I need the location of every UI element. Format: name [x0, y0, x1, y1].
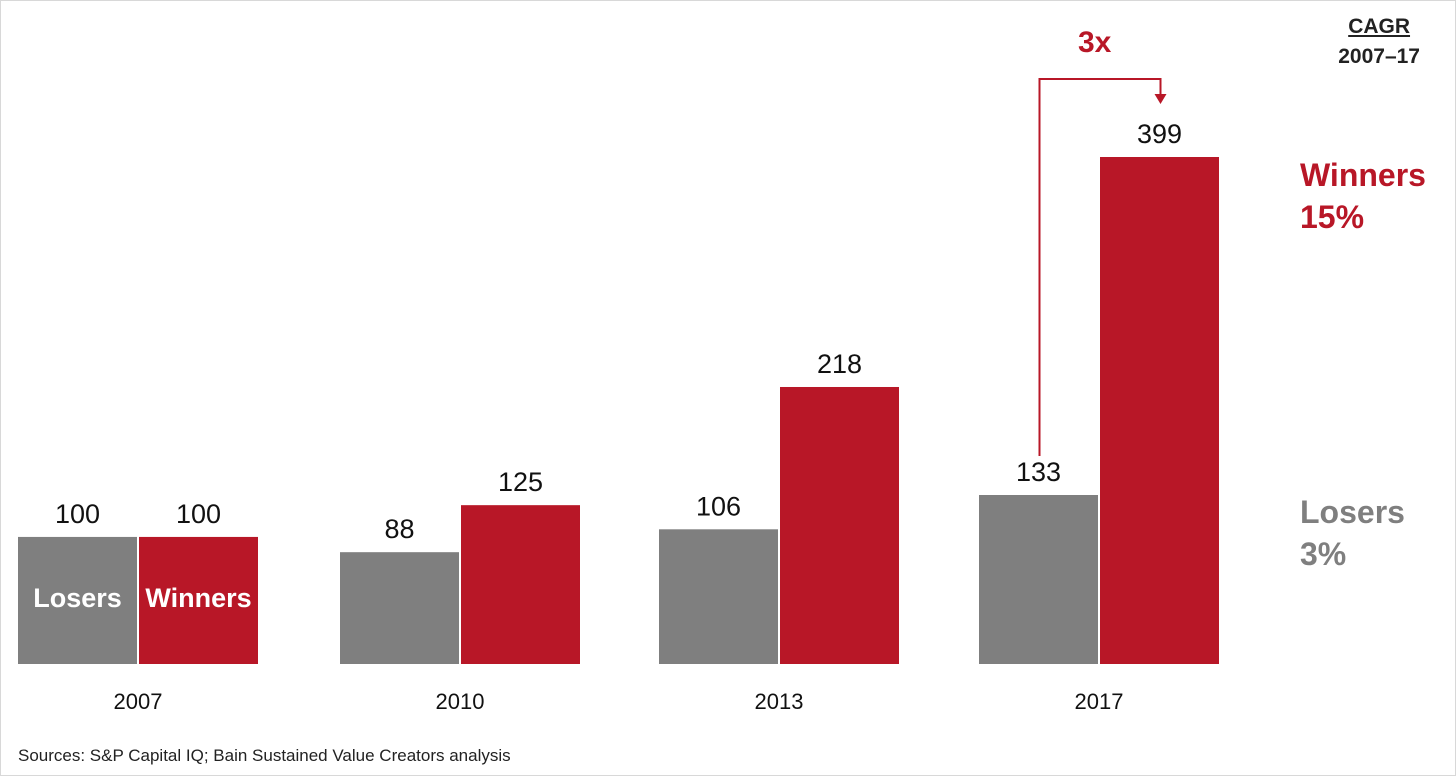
winners-cagr-value: 15%	[1300, 199, 1365, 235]
cagr-period: 2007–17	[1338, 45, 1420, 68]
x-tick-2010: 2010	[436, 689, 485, 714]
multiplier-arrowhead	[1154, 94, 1167, 104]
sources-note: Sources: S&P Capital IQ; Bain Sustained …	[18, 746, 511, 765]
x-tick-2017: 2017	[1075, 689, 1124, 714]
value-label-losers-2013: 106	[696, 491, 741, 521]
in-bar-series-label-losers: Losers	[33, 583, 122, 613]
losers-cagr-value: 3%	[1300, 536, 1347, 572]
losers-cagr-name: Losers	[1300, 494, 1405, 530]
bar-losers-2017	[979, 495, 1098, 664]
winners-cagr-label: Winners 15%	[1300, 154, 1426, 238]
bar-losers-2013	[659, 529, 778, 664]
x-tick-2013: 2013	[755, 689, 804, 714]
x-tick-2007: 2007	[114, 689, 163, 714]
cagr-title: CAGR	[1348, 15, 1411, 38]
in-bar-series-label-winners: Winners	[145, 583, 251, 613]
bar-winners-2013	[780, 386, 899, 664]
bar-losers-2010	[340, 552, 459, 664]
winners-cagr-name: Winners	[1300, 157, 1426, 193]
bar-losers-2007	[18, 536, 137, 664]
cagr-header: CAGR 2007–17	[1338, 12, 1420, 72]
bar-winners-2010	[461, 505, 580, 664]
value-label-losers-2010: 88	[384, 514, 414, 544]
bar-winners-2007	[139, 536, 258, 664]
losers-cagr-label: Losers 3%	[1300, 491, 1405, 575]
value-label-winners-2010: 125	[498, 467, 543, 497]
value-label-losers-2007: 100	[55, 499, 100, 529]
value-label-losers-2017: 133	[1016, 457, 1061, 487]
multiplier-annotation: 3x	[1078, 26, 1112, 59]
value-label-winners-2013: 218	[817, 349, 862, 379]
bar-winners-2017	[1100, 157, 1219, 664]
multiplier-bracket-line	[1038, 78, 1162, 456]
value-label-winners-2007: 100	[176, 499, 221, 529]
value-label-winners-2017: 399	[1137, 119, 1182, 149]
